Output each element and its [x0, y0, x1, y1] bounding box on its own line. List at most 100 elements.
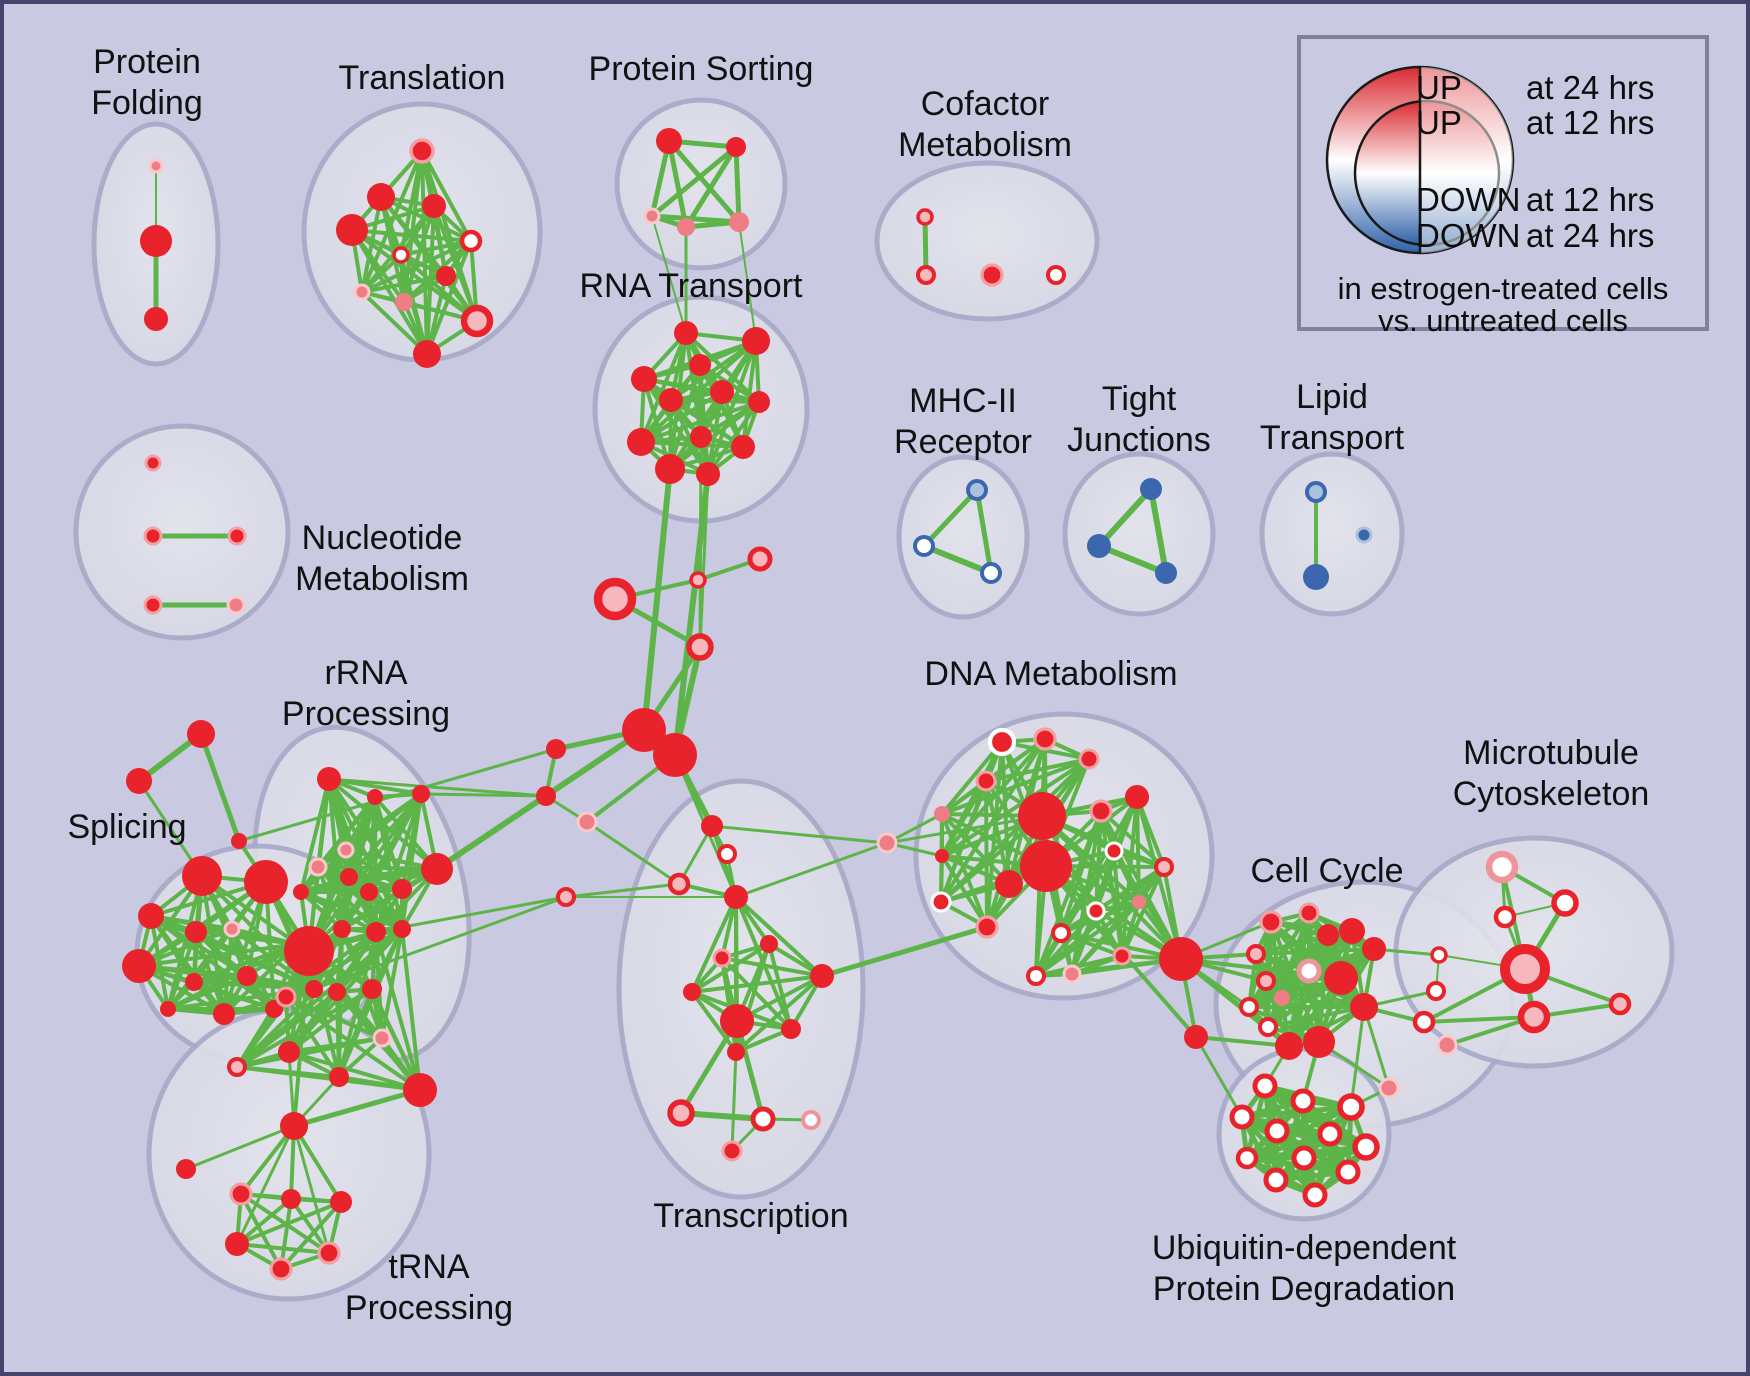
network-node-rt11[interactable]	[655, 454, 685, 484]
network-node-rr18[interactable]	[278, 1041, 300, 1063]
network-node-hb7[interactable]	[546, 739, 566, 759]
network-node-rt6[interactable]	[710, 380, 734, 404]
network-node-ub8[interactable]	[1235, 1146, 1259, 1170]
network-node-cc2[interactable]	[1298, 902, 1320, 924]
network-node-rr16[interactable]	[328, 983, 346, 1001]
network-node-nm2[interactable]	[143, 526, 163, 546]
network-node-tp3[interactable]	[229, 1182, 253, 1206]
network-node-cm3[interactable]	[980, 263, 1004, 287]
network-node-hb4[interactable]	[686, 633, 714, 661]
network-node-sl2[interactable]	[244, 860, 288, 904]
network-node-rr10[interactable]	[392, 879, 412, 899]
network-node-hb3[interactable]	[593, 577, 637, 621]
network-node-ub11[interactable]	[1263, 1167, 1289, 1193]
network-node-tn5[interactable]	[760, 935, 778, 953]
network-node-sp2[interactable]	[126, 768, 152, 794]
network-node-cc4[interactable]	[1339, 918, 1365, 944]
network-node-cc8[interactable]	[1246, 944, 1266, 964]
network-node-dm18[interactable]	[1132, 895, 1146, 909]
network-node-rt2[interactable]	[742, 327, 770, 355]
network-node-dm12[interactable]	[1089, 799, 1113, 823]
network-node-nm5[interactable]	[226, 595, 246, 615]
network-node-tn12[interactable]	[667, 1099, 695, 1127]
network-node-mc3[interactable]	[1493, 905, 1517, 929]
network-node-rr22[interactable]	[403, 1073, 437, 1107]
network-node-tp2[interactable]	[176, 1159, 196, 1179]
network-node-tr8[interactable]	[353, 283, 371, 301]
network-node-rt5[interactable]	[659, 388, 683, 412]
network-node-tn6[interactable]	[712, 948, 732, 968]
network-node-mc1[interactable]	[1485, 850, 1519, 884]
network-node-rr20[interactable]	[329, 1067, 349, 1087]
network-node-cc15[interactable]	[1275, 1032, 1303, 1060]
network-node-mc4[interactable]	[1430, 946, 1448, 964]
network-node-tn10[interactable]	[781, 1019, 801, 1039]
network-node-sl1[interactable]	[182, 856, 222, 896]
network-node-mc9[interactable]	[1608, 992, 1632, 1016]
network-node-ub12[interactable]	[1302, 1182, 1328, 1208]
network-node-rt7[interactable]	[748, 391, 770, 413]
network-node-rr21[interactable]	[372, 1028, 392, 1048]
network-node-tr6[interactable]	[392, 246, 410, 264]
network-node-tn2[interactable]	[717, 844, 737, 864]
network-node-dm20[interactable]	[1112, 946, 1132, 966]
network-node-dm21[interactable]	[1026, 966, 1046, 986]
network-node-tp1[interactable]	[280, 1112, 308, 1140]
network-node-tn3[interactable]	[667, 872, 691, 896]
network-node-sl13[interactable]	[305, 980, 323, 998]
network-node-hb2[interactable]	[689, 571, 707, 589]
network-node-sl7[interactable]	[122, 949, 156, 983]
network-node-dm8[interactable]	[1018, 792, 1066, 840]
network-node-rr9[interactable]	[360, 883, 378, 901]
network-node-mc6[interactable]	[1426, 981, 1446, 1001]
network-node-cc11[interactable]	[1239, 997, 1259, 1017]
network-node-tr9[interactable]	[395, 293, 413, 311]
network-node-ps5[interactable]	[729, 212, 749, 232]
network-node-sl3[interactable]	[138, 903, 164, 929]
network-node-hb1[interactable]	[747, 546, 773, 572]
network-node-tr11[interactable]	[413, 340, 441, 368]
network-node-cc6[interactable]	[1324, 961, 1358, 995]
network-node-rr6[interactable]	[308, 857, 328, 877]
network-node-tn15[interactable]	[721, 1140, 743, 1162]
network-node-dm3[interactable]	[1078, 748, 1100, 770]
network-node-tp4[interactable]	[281, 1189, 301, 1209]
network-node-mc10[interactable]	[1436, 1034, 1458, 1056]
network-node-rr17[interactable]	[362, 979, 382, 999]
network-node-rr7[interactable]	[340, 868, 358, 886]
network-node-ps3[interactable]	[643, 207, 661, 225]
network-node-rr11[interactable]	[284, 926, 334, 976]
network-node-tb1[interactable]	[556, 887, 576, 907]
network-node-dm1[interactable]	[987, 727, 1017, 757]
network-node-cc1[interactable]	[1259, 910, 1283, 934]
network-node-rt1[interactable]	[674, 321, 698, 345]
network-node-tr10[interactable]	[460, 304, 494, 338]
network-node-rr15[interactable]	[275, 986, 297, 1008]
network-node-ub4[interactable]	[1229, 1104, 1255, 1130]
network-node-rr13[interactable]	[366, 922, 386, 942]
network-node-sp3[interactable]	[231, 833, 247, 849]
network-node-ub7[interactable]	[1352, 1133, 1380, 1161]
network-node-cc10[interactable]	[1274, 990, 1290, 1006]
network-node-ub6[interactable]	[1317, 1121, 1343, 1147]
network-node-tn9[interactable]	[720, 1004, 754, 1038]
network-node-tp7[interactable]	[317, 1241, 341, 1265]
network-node-dm19[interactable]	[1051, 923, 1071, 943]
network-node-tr5[interactable]	[459, 229, 483, 253]
network-node-sl10[interactable]	[160, 1001, 176, 1017]
network-node-rt8[interactable]	[627, 428, 655, 456]
network-node-dm17[interactable]	[1086, 901, 1106, 921]
network-node-dm11[interactable]	[1125, 785, 1149, 809]
network-node-dm13[interactable]	[1104, 841, 1124, 861]
network-node-rr2[interactable]	[367, 789, 383, 805]
network-node-tj1[interactable]	[1140, 478, 1162, 500]
network-node-dm2[interactable]	[1033, 727, 1057, 751]
network-node-cm1[interactable]	[916, 208, 934, 226]
network-node-nm4[interactable]	[143, 595, 163, 615]
network-node-tn7[interactable]	[683, 983, 701, 1001]
network-node-dm7[interactable]	[935, 849, 949, 863]
network-node-dm16[interactable]	[975, 915, 999, 939]
network-node-tr2[interactable]	[367, 183, 395, 211]
network-node-ub10[interactable]	[1335, 1159, 1361, 1185]
network-node-rt12[interactable]	[696, 462, 720, 486]
